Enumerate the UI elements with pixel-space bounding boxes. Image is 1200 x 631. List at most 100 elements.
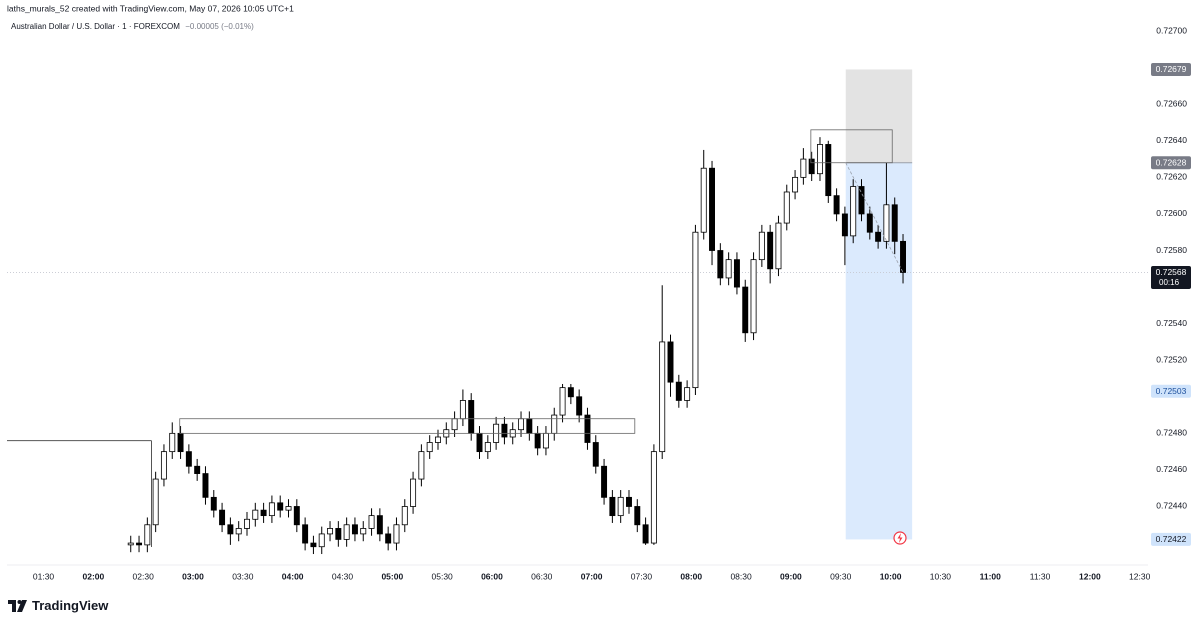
- logo-dot: [17, 600, 22, 604]
- overlay-layer: [179, 129, 904, 434]
- candle-body: [617, 496, 624, 517]
- candle-body: [401, 506, 408, 526]
- y-tick-label: 0.72600: [1156, 208, 1187, 218]
- candle-body: [268, 502, 275, 517]
- y-tick-label: 0.72480: [1156, 428, 1187, 438]
- candle-body: [551, 414, 558, 434]
- x-tick-label: 03:00: [182, 571, 204, 581]
- candle-body: [684, 387, 691, 401]
- y-tick-label: 0.72640: [1156, 135, 1187, 145]
- candle-body: [244, 518, 250, 529]
- x-tick-label: 10:00: [880, 571, 902, 581]
- candle-body: [351, 524, 358, 535]
- candle-body: [393, 524, 400, 544]
- candle-body: [800, 158, 807, 178]
- candle-body: [758, 231, 765, 261]
- candle-body: [459, 400, 466, 420]
- candle-body: [468, 400, 475, 434]
- target-price-tag-bg: [1151, 532, 1191, 546]
- candle-body: [626, 496, 632, 507]
- alert-icon-bolt: [897, 533, 903, 543]
- x-tick-label: 09:00: [780, 571, 802, 581]
- candle-body: [160, 451, 167, 480]
- candle-body: [185, 451, 192, 467]
- candle-body: [866, 213, 873, 233]
- symbol-title: Australian Dollar / U.S. Dollar · 1 · FO…: [11, 22, 180, 31]
- candle-body: [609, 496, 616, 517]
- x-tick-label: 11:30: [1030, 571, 1051, 581]
- background-layer: [7, 69, 1148, 547]
- candle-body: [136, 542, 143, 546]
- countdown: 00:16: [1159, 278, 1180, 287]
- price-change: −0.00005 (−0.01%): [185, 22, 254, 31]
- candle-body: [667, 341, 674, 383]
- candle-body: [127, 542, 134, 546]
- candle-body: [792, 176, 799, 193]
- brand-name: TradingView: [32, 598, 109, 613]
- candle-body: [277, 502, 284, 511]
- candle-body: [559, 387, 566, 416]
- target-price-tag: 0.72422: [1156, 534, 1187, 544]
- candle-body: [858, 186, 865, 215]
- candles-layer: [127, 137, 906, 555]
- candle-body: [518, 418, 525, 431]
- x-tick-label: 12:00: [1079, 571, 1101, 581]
- x-tick-label: 03:30: [232, 571, 254, 581]
- candle-body: [875, 231, 882, 242]
- x-tick-label: 05:30: [432, 571, 454, 581]
- y-tick-label: 0.72580: [1156, 245, 1187, 255]
- candle-body: [227, 524, 234, 535]
- candle-body: [376, 515, 383, 535]
- alert-price-tag: 0.72503: [1156, 386, 1187, 396]
- y-tick-label: 0.72460: [1156, 464, 1187, 474]
- candle-body: [576, 396, 583, 416]
- alert-price-tag-bg: [1151, 384, 1191, 398]
- candle-body: [650, 451, 657, 544]
- candle-body: [451, 418, 458, 431]
- candle-body: [293, 506, 300, 526]
- candle-body: [318, 533, 325, 548]
- position-trade-line: [845, 162, 904, 273]
- candle-body: [501, 423, 508, 438]
- candle-body: [526, 418, 533, 434]
- entry-price-tag: 0.72628: [1156, 157, 1187, 167]
- x-tick-label: 07:00: [581, 571, 603, 581]
- candle-body: [202, 473, 209, 498]
- candle-body: [169, 432, 176, 453]
- candle-body: [717, 250, 724, 279]
- candle-body: [484, 442, 491, 453]
- candle-body: [833, 195, 840, 215]
- candle-body: [385, 533, 392, 544]
- brand-logo: TradingView: [8, 598, 109, 613]
- candle-body: [659, 341, 666, 453]
- x-tick-label: 08:30: [730, 571, 752, 581]
- x-tick-label: 02:00: [82, 571, 104, 581]
- candle-body: [642, 524, 649, 544]
- stop-price-tag: 0.72679: [1156, 64, 1187, 74]
- candle-body: [700, 167, 707, 233]
- author-line: laths_murals_52 created with TradingView…: [7, 3, 294, 13]
- x-tick-label: 04:30: [332, 571, 354, 581]
- x-tick-label: 02:30: [133, 571, 155, 581]
- candle-body: [418, 451, 425, 480]
- candle-body: [534, 432, 541, 449]
- logo-mark: [8, 600, 16, 612]
- x-tick-label: 07:30: [631, 571, 653, 581]
- zone-box: [179, 418, 636, 434]
- candle-body: [310, 542, 317, 548]
- candle-body: [426, 442, 433, 453]
- candle-body: [850, 186, 857, 237]
- candle-body: [235, 528, 242, 535]
- candle-body: [634, 506, 641, 526]
- x-tick-label: 05:00: [381, 571, 403, 581]
- candle-body: [891, 204, 898, 242]
- candle-body: [144, 524, 151, 546]
- candle-body: [435, 436, 441, 443]
- candle-body: [194, 465, 201, 474]
- candle-body: [476, 432, 483, 453]
- candle-body: [750, 259, 757, 334]
- candle-body: [692, 231, 699, 389]
- candle-body: [767, 231, 774, 270]
- candle-body: [675, 381, 682, 401]
